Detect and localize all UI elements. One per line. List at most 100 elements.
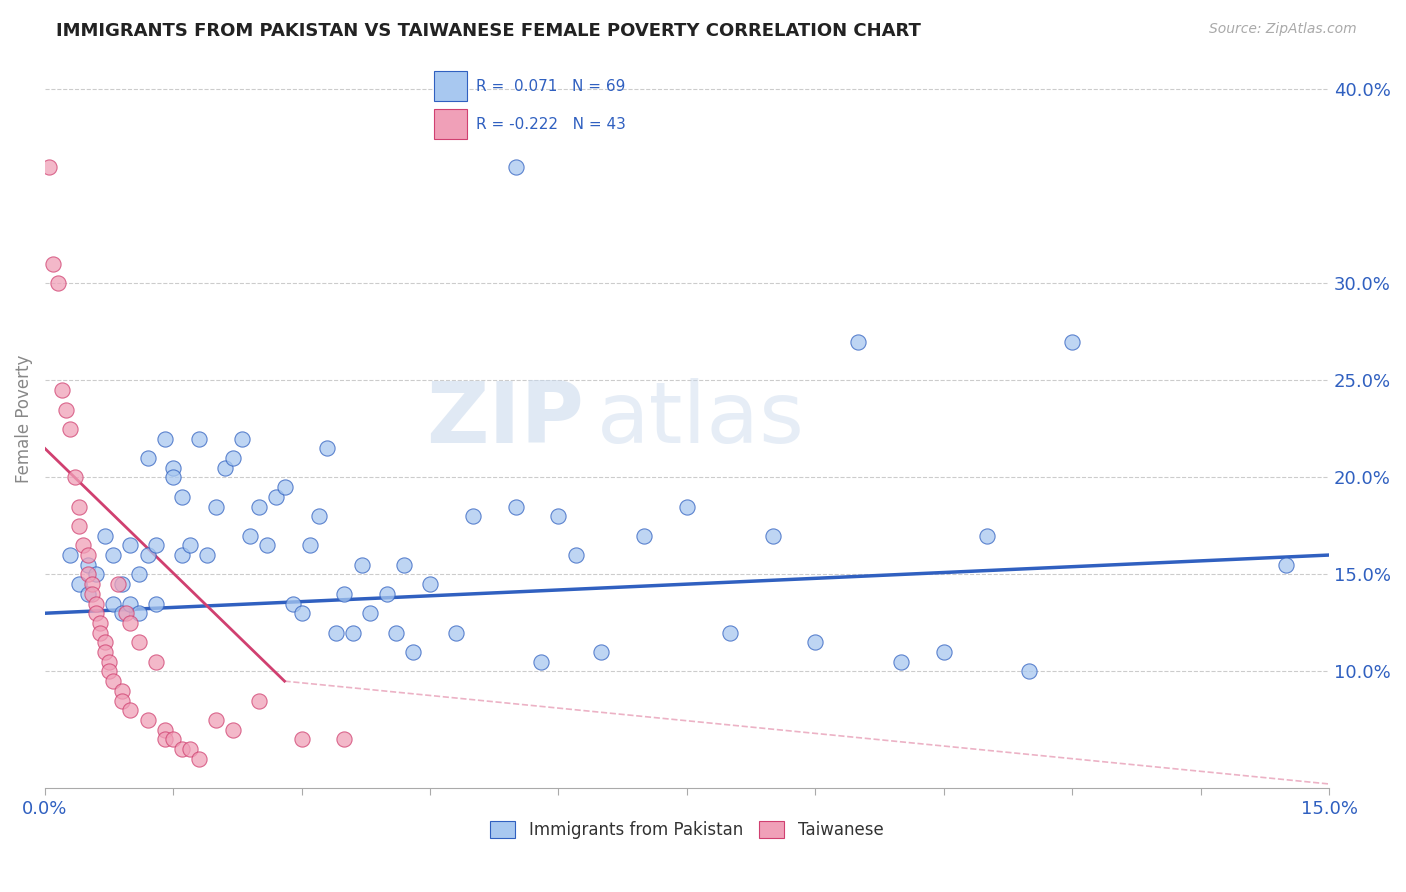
Point [145, 655, 167, 669]
Point [80, 577, 103, 591]
Point [93, 635, 115, 649]
Point [718, 625, 741, 640]
Point [247, 693, 270, 707]
Point [179, 538, 201, 552]
Point [1062, 334, 1084, 349]
Point [291, 606, 314, 620]
Point [564, 548, 586, 562]
Point [67, 519, 90, 533]
Point [299, 538, 322, 552]
Point [93, 529, 115, 543]
Point [136, 451, 159, 466]
Bar [434, 71, 467, 101]
Point [115, 606, 138, 620]
Point [205, 500, 228, 514]
Point [136, 548, 159, 562]
Point [547, 509, 569, 524]
Text: Source: ZipAtlas.com: Source: ZipAtlas.com [1209, 22, 1357, 37]
Point [890, 655, 912, 669]
Point [846, 334, 869, 349]
Point [46, 277, 69, 291]
Point [128, 567, 150, 582]
Point [136, 713, 159, 727]
Point [162, 470, 184, 484]
Point [281, 597, 304, 611]
Point [179, 742, 201, 756]
Point [385, 625, 408, 640]
Point [76, 587, 98, 601]
Point [111, 577, 134, 591]
Point [89, 615, 111, 630]
Point [1018, 665, 1040, 679]
Point [120, 538, 142, 552]
Point [38, 160, 60, 174]
Point [120, 703, 142, 717]
Point [153, 432, 176, 446]
Point [342, 625, 364, 640]
Point [84, 597, 107, 611]
Point [676, 500, 699, 514]
Point [153, 732, 176, 747]
Point [505, 160, 527, 174]
Point [89, 625, 111, 640]
Point [222, 723, 245, 737]
Point [145, 538, 167, 552]
Text: IMMIGRANTS FROM PAKISTAN VS TAIWANESE FEMALE POVERTY CORRELATION CHART: IMMIGRANTS FROM PAKISTAN VS TAIWANESE FE… [56, 22, 921, 40]
Point [67, 577, 90, 591]
Point [63, 470, 86, 484]
Y-axis label: Female Poverty: Female Poverty [15, 355, 32, 483]
Point [505, 500, 527, 514]
Point [394, 558, 416, 572]
Point [222, 451, 245, 466]
Point [333, 587, 356, 601]
Point [111, 683, 134, 698]
Point [42, 257, 65, 271]
Point [1275, 558, 1298, 572]
Point [350, 558, 373, 572]
Text: ZIP: ZIP [426, 377, 583, 461]
Point [530, 655, 553, 669]
Point [145, 597, 167, 611]
Point [103, 597, 125, 611]
Bar [434, 109, 467, 139]
Point [128, 635, 150, 649]
Point [932, 645, 955, 659]
Point [162, 460, 184, 475]
Point [84, 606, 107, 620]
Point [84, 567, 107, 582]
Text: R =  0.071   N = 69: R = 0.071 N = 69 [477, 78, 626, 94]
Point [80, 587, 103, 601]
Point [128, 606, 150, 620]
Point [239, 529, 262, 543]
Point [76, 558, 98, 572]
Point [103, 674, 125, 689]
Point [103, 548, 125, 562]
Point [187, 752, 209, 766]
Point [170, 742, 193, 756]
Point [325, 625, 347, 640]
Point [120, 597, 142, 611]
Point [291, 732, 314, 747]
Point [264, 490, 287, 504]
Point [197, 548, 219, 562]
Point [59, 548, 82, 562]
Point [162, 732, 184, 747]
Point [187, 432, 209, 446]
Point [170, 548, 193, 562]
Point [51, 383, 73, 397]
Point [93, 645, 115, 659]
Text: R = -0.222   N = 43: R = -0.222 N = 43 [477, 117, 626, 132]
Point [359, 606, 381, 620]
Point [59, 422, 82, 436]
Point [214, 460, 236, 475]
Text: atlas: atlas [598, 377, 806, 461]
Point [98, 665, 121, 679]
Point [461, 509, 484, 524]
Point [111, 606, 134, 620]
Point [231, 432, 253, 446]
Point [153, 723, 176, 737]
Point [444, 625, 467, 640]
Point [761, 529, 783, 543]
Point [67, 500, 90, 514]
Point [55, 402, 77, 417]
